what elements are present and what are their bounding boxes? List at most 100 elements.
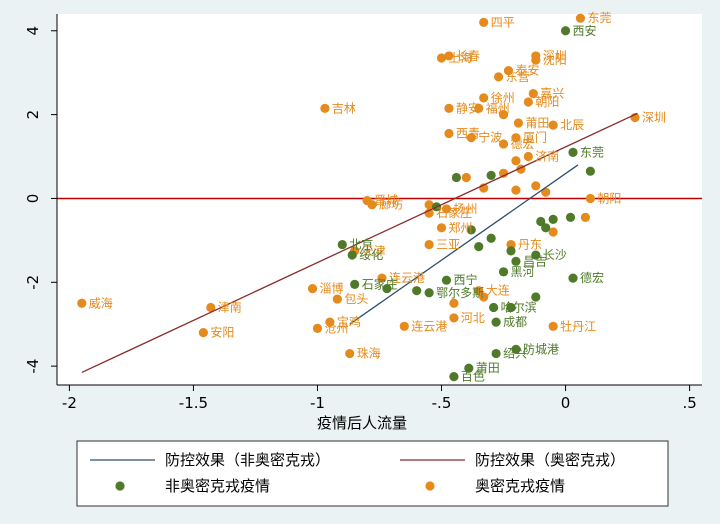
point-label: 天津 (362, 244, 386, 258)
point-omicron-0 (575, 13, 586, 23)
point-non-omicron-29 (464, 363, 474, 373)
point-label: 北辰 (560, 118, 584, 132)
y-tick-label: -2 (24, 275, 42, 290)
point-non-omicron-17 (568, 273, 578, 283)
point-label: 北京 (349, 238, 373, 252)
point-non-omicron-15 (511, 256, 521, 266)
point-label: 嘉兴 (540, 87, 564, 101)
point-omicron-15 (513, 118, 524, 128)
point-label: 宝鸡 (337, 314, 361, 329)
point-omicron-22 (523, 151, 533, 162)
point-omicron-27 (531, 181, 541, 191)
point-omicron-8 (528, 89, 538, 99)
point-omicron-55 (77, 298, 87, 308)
point-label: 德宏 (580, 270, 604, 285)
point-omicron-50 (449, 313, 459, 323)
point-omicron-16 (548, 120, 558, 130)
point-label: 安阳 (210, 325, 234, 340)
point-label: 连云港 (389, 270, 425, 285)
point-omicron-26 (461, 172, 471, 183)
point-omicron-19 (511, 133, 521, 143)
point-label: 石家庄 (436, 205, 472, 220)
point-label: 长春 (456, 49, 480, 63)
point-label: 西宁 (453, 272, 477, 287)
point-non-omicron-7 (486, 233, 496, 243)
point-omicron-13 (498, 110, 509, 120)
point-omicron-57 (198, 327, 208, 338)
point-omicron-34 (441, 204, 452, 214)
point-non-omicron-22 (441, 275, 452, 285)
point-label: 沈阳 (543, 52, 567, 67)
point-non-omicron-32 (541, 223, 551, 233)
x-tick-label: -.5 (432, 394, 452, 412)
point-omicron-33 (424, 200, 434, 210)
legend: 防控效果（非奥密克戎） 防控效果（奥密克戎） 非奥密克戎疫情 奥密克戎疫情 (76, 440, 669, 507)
point-label: 徐州 (491, 90, 515, 105)
point-non-omicron-21 (424, 288, 434, 298)
point-label: 津南 (218, 299, 242, 314)
point-omicron-11 (444, 103, 454, 113)
point-omicron-49 (399, 321, 409, 331)
point-non-omicron-11 (347, 250, 357, 260)
point-omicron-36 (585, 193, 595, 204)
x-tick-label: -1.5 (179, 394, 208, 412)
point-non-omicron-6 (466, 225, 476, 235)
point-non-omicron-0 (560, 26, 571, 36)
point-label: 连云港 (411, 318, 447, 333)
point-label: 郑州 (449, 220, 473, 235)
point-label: 绥化 (359, 248, 383, 262)
point-label: 石家庄 (362, 276, 398, 291)
point-omicron-40 (436, 223, 447, 233)
point-non-omicron-25 (489, 302, 499, 313)
point-label: 宁波 (478, 130, 502, 145)
x-axis-title: 疫情后人流量 (317, 414, 407, 432)
point-label: 静安 (456, 100, 480, 115)
point-omicron-18 (466, 133, 476, 143)
point-label: 长沙 (543, 248, 567, 262)
point-label: 沧州 (324, 320, 348, 335)
point-label: 牡丹江 (560, 318, 596, 333)
point-label: 黑河 (511, 265, 535, 279)
point-label: 东莞 (580, 145, 604, 159)
fit-line-omicron (81, 112, 638, 374)
point-omicron-43 (377, 273, 387, 283)
y-tick-label: 0 (24, 194, 42, 204)
point-omicron-56 (206, 302, 216, 313)
point-non-omicron-9 (565, 212, 576, 222)
point-non-omicron-24 (506, 302, 516, 313)
point-label: 朝阳 (597, 191, 621, 205)
point-label: 上海 (449, 50, 473, 65)
legend-items: 防控效果（非奥密克戎） 防控效果（奥密克戎） 非奥密克戎疫情 奥密克戎疫情 (90, 451, 625, 495)
point-omicron-5 (531, 55, 541, 65)
legend-label: 防控效果（非奥密克戎） (165, 451, 330, 469)
point-label: 东营 (506, 70, 530, 84)
point-omicron-28 (511, 185, 521, 195)
point-label: 西青 (456, 126, 480, 140)
point-omicron-9 (479, 93, 489, 103)
point-non-omicron-18 (350, 279, 360, 289)
point-omicron-12 (474, 103, 484, 113)
point-non-omicron-13 (506, 246, 516, 256)
point-label: 朝阳 (535, 95, 559, 109)
point-omicron-53 (479, 292, 489, 302)
point-label: 三亚 (436, 238, 460, 252)
point-omicron-38 (548, 227, 558, 237)
legend-label: 非奥密克戎疫情 (165, 477, 270, 495)
point-omicron-52 (474, 286, 484, 296)
legend-box (76, 440, 669, 507)
point-omicron-51 (548, 321, 558, 331)
x-tick-label: -2 (62, 394, 77, 412)
point-non-omicron-14 (531, 250, 541, 260)
point-label: 河北 (461, 311, 485, 325)
point-omicron-10 (523, 97, 533, 107)
point-non-omicron-16 (498, 267, 509, 277)
point-label: 莆田 (476, 361, 500, 375)
point-omicron-6 (503, 65, 514, 76)
point-label: 吉林 (332, 101, 356, 115)
point-non-omicron-2 (451, 172, 462, 183)
point-label: 福州 (486, 100, 510, 115)
point-omicron-7 (493, 72, 504, 82)
legend-label: 防控效果（奥密克戎） (475, 451, 625, 469)
point-omicron-3 (436, 53, 447, 63)
